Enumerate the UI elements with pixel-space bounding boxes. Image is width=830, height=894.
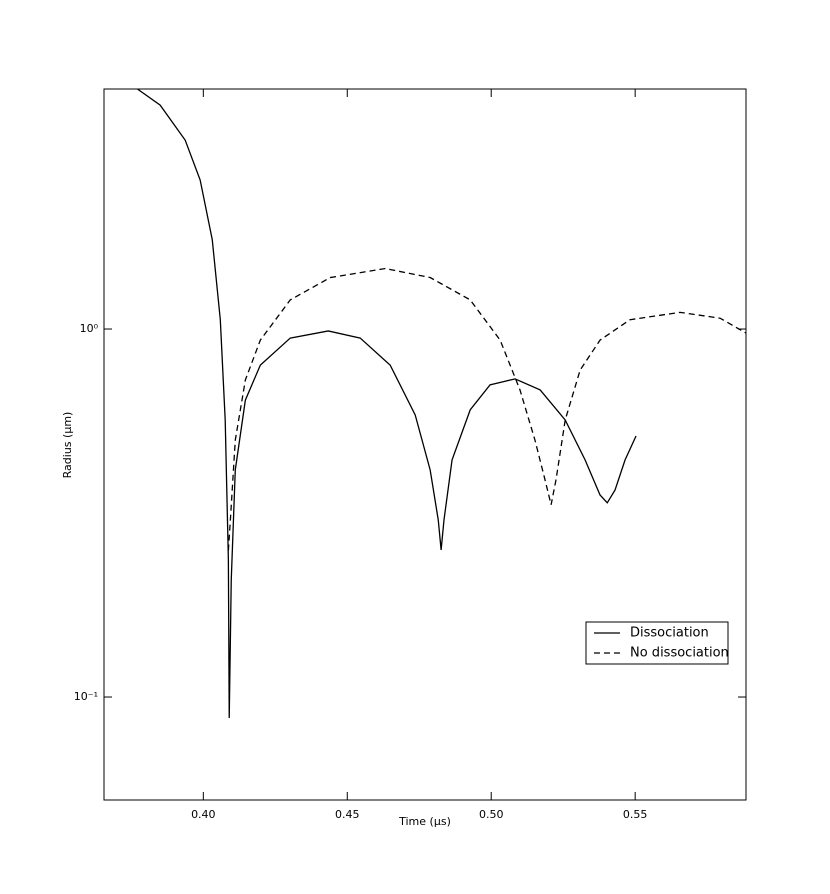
y-tick-label: 10⁰ <box>80 322 99 335</box>
x-tick-label: 0.45 <box>335 808 360 821</box>
x-tick-label: 0.50 <box>479 808 504 821</box>
line-series <box>137 89 637 719</box>
x-tick-label: 0.40 <box>191 808 216 821</box>
x-tick-label: 0.55 <box>623 808 648 821</box>
x-axis-label: Time (µs) <box>398 815 451 828</box>
y-tick-label: 10⁻¹ <box>74 690 98 703</box>
legend-label: Dissociation <box>630 626 709 641</box>
plot-frame <box>103 88 747 801</box>
legend-box <box>585 621 729 665</box>
line-series <box>227 267 746 551</box>
y-axis-label: Radius (µm) <box>61 412 74 479</box>
legend-label: No dissociation <box>630 646 729 661</box>
